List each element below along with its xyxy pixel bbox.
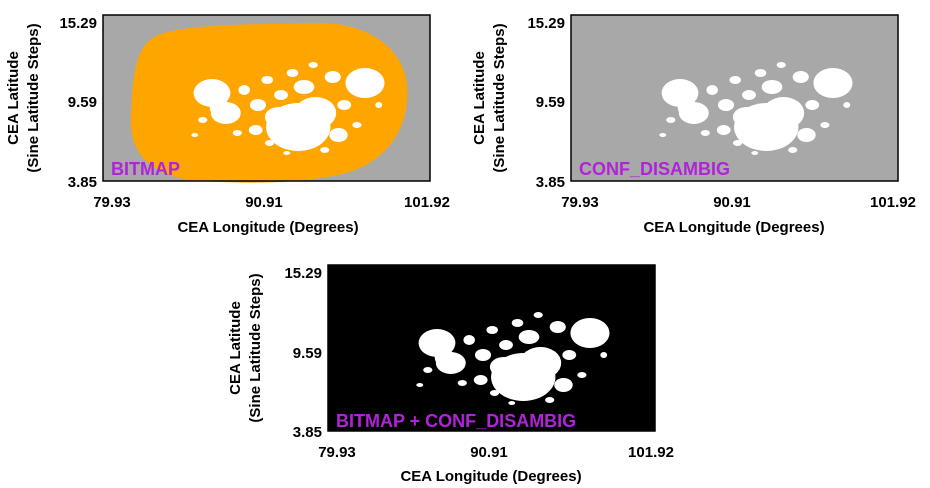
- panel-bitmap: BITMAP 15.29 9.59 3.85 79.93 90.91 101.9…: [5, 14, 450, 236]
- panel-combined-ytick-bot: 3.85: [293, 424, 322, 441]
- panel-conf-ytick-top: 15.29: [527, 15, 565, 32]
- panel-conf-xtick-left: 79.93: [561, 194, 599, 211]
- panel-bitmap-ytick-bot: 3.85: [68, 174, 97, 191]
- bitmap-region: [130, 22, 408, 183]
- panel-conf-ytick-bot: 3.85: [536, 174, 565, 191]
- panel-combined-ylabel-line2: (Sine Latitude Steps): [247, 273, 264, 422]
- panel-bitmap-ylabel-line1: CEA Latitude: [5, 51, 22, 145]
- panel-bitmap-ytick-mid: 9.59: [68, 94, 97, 111]
- panel-conf-xlabel: CEA Longitude (Degrees): [643, 219, 824, 236]
- panel-bitmap-xtick-mid: 90.91: [245, 194, 283, 211]
- panel-conf-ylabel-line1: CEA Latitude: [471, 51, 488, 145]
- panel-combined-label: BITMAP + CONF_DISAMBIG: [336, 411, 576, 431]
- panel-conf-plot-background: [571, 15, 898, 181]
- panel-combined: BITMAP + CONF_DISAMBIG 15.29 9.59 3.85 7…: [227, 264, 674, 485]
- panel-bitmap-frame: [102, 14, 431, 182]
- panel-bitmap-xtick-right: 101.92: [404, 194, 450, 211]
- panel-bitmap-xtick-left: 79.93: [93, 194, 131, 211]
- panel-bitmap-label: BITMAP: [111, 159, 180, 179]
- panel-conf-frame: [570, 14, 899, 182]
- panel-conf-xtick-mid: 90.91: [713, 194, 751, 211]
- panel-combined-ylabel-line1: CEA Latitude: [227, 301, 244, 395]
- panel-conf-xtick-right: 101.92: [870, 194, 916, 211]
- panel-conf-ylabel-line2: (Sine Latitude Steps): [491, 23, 508, 172]
- panel-combined-xtick-mid: 90.91: [470, 444, 508, 461]
- panel-combined-xtick-right: 101.92: [628, 444, 674, 461]
- panel-bitmap-ylabel-line2: (Sine Latitude Steps): [25, 23, 42, 172]
- panel-conf-disambig: CONF_DISAMBIG 15.29 9.59 3.85 79.93 90.9…: [471, 14, 916, 236]
- panel-bitmap-xlabel: CEA Longitude (Degrees): [177, 219, 358, 236]
- panel-bitmap-ytick-top: 15.29: [59, 15, 97, 32]
- panel-combined-plot-background: [328, 265, 655, 431]
- panel-conf-ytick-mid: 9.59: [536, 94, 565, 111]
- panel-conf-label: CONF_DISAMBIG: [579, 159, 730, 179]
- panel-combined-frame: [327, 264, 656, 432]
- panel-combined-ytick-mid: 9.59: [293, 345, 322, 362]
- panel-combined-xlabel: CEA Longitude (Degrees): [400, 468, 581, 485]
- panel-combined-ytick-top: 15.29: [284, 265, 322, 282]
- panel-combined-xtick-left: 79.93: [318, 444, 356, 461]
